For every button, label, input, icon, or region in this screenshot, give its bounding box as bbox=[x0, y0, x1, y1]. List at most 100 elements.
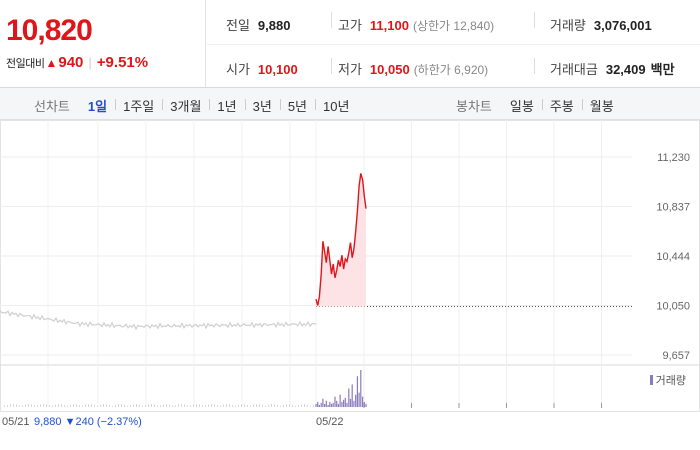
prev-close: 전일 9,880 bbox=[226, 18, 291, 33]
up-triangle-icon: ▲ bbox=[45, 55, 58, 70]
prev-volume-bar bbox=[118, 404, 119, 407]
volume-bar bbox=[317, 401, 319, 407]
volume-bar bbox=[325, 400, 327, 407]
prev-volume-bar bbox=[289, 404, 290, 407]
prev-volume-bar bbox=[40, 404, 41, 407]
prev-volume-bar bbox=[259, 404, 260, 407]
prev-volume-bar bbox=[151, 404, 152, 407]
prev-volume-bar bbox=[97, 405, 98, 407]
prev-volume-bar bbox=[46, 404, 47, 407]
prev-volume-bar bbox=[70, 404, 71, 407]
volume-legend-label: 거래량 bbox=[655, 375, 686, 387]
prev-volume-bar bbox=[43, 404, 44, 407]
volume-bar bbox=[365, 403, 367, 407]
prev-volume-bar bbox=[31, 404, 32, 407]
prev-volume-bar bbox=[241, 404, 242, 407]
prev-volume-bar bbox=[37, 405, 38, 407]
open-price: 시가 10,100 bbox=[226, 62, 298, 77]
tab-1d[interactable]: 1일 bbox=[87, 99, 108, 114]
row-divider bbox=[207, 44, 700, 45]
prev-volume-bar bbox=[244, 404, 245, 407]
prev-volume-bar bbox=[184, 404, 185, 407]
chart-tabs: 선차트 1일 1주일 3개월 1년 3년 5년 10년 봉차트 일봉 주봉 월봉 bbox=[0, 88, 700, 120]
prev-volume-bar bbox=[55, 404, 56, 407]
tab-3y[interactable]: 3년 bbox=[244, 96, 280, 115]
prev-volume-bar bbox=[205, 405, 206, 407]
candle-chart-tabs: 봉차트 일봉 주봉 월봉 bbox=[456, 96, 622, 115]
divider: | bbox=[88, 55, 92, 70]
prev-volume-bar bbox=[139, 404, 140, 407]
prev-volume-bar bbox=[163, 404, 164, 407]
prev-volume-bar bbox=[187, 405, 188, 407]
volume-bar bbox=[341, 401, 343, 407]
prev-volume-bar bbox=[73, 404, 74, 407]
prev-volume-bar bbox=[109, 404, 110, 407]
prev-volume-bar bbox=[82, 405, 83, 407]
quote-details: 전일 9,880 고가 11,100 (상한가 12,840) 거래량 3,07… bbox=[207, 0, 700, 88]
volume-legend: 거래량 bbox=[649, 372, 686, 388]
prev-volume-bar bbox=[286, 404, 287, 407]
volume-bar bbox=[329, 401, 331, 407]
quote-header: 10,820 전일대비 ▲ 940 | +9.51% 전일 9,880 고가 1… bbox=[0, 0, 700, 88]
prev-volume-bar bbox=[313, 405, 314, 407]
prev-volume-bar bbox=[91, 404, 92, 407]
prev-volume-bar bbox=[208, 404, 209, 407]
prev-volume-bar bbox=[7, 405, 8, 407]
prev-volume-bar bbox=[88, 404, 89, 407]
prev-volume-bar bbox=[13, 404, 14, 407]
prev-volume-bar bbox=[250, 405, 251, 407]
prev-volume-bar bbox=[304, 404, 305, 407]
prev-volume-bar bbox=[202, 405, 203, 407]
tab-1w[interactable]: 1주일 bbox=[115, 96, 162, 115]
prev-volume-bar bbox=[130, 405, 131, 407]
y-tick-label: 10,050 bbox=[656, 301, 690, 313]
prev-volume-bar bbox=[67, 405, 68, 407]
prev-volume-bar bbox=[157, 405, 158, 407]
divider bbox=[331, 12, 332, 28]
tab-weekly[interactable]: 주봉 bbox=[541, 96, 582, 115]
prev-volume-bar bbox=[79, 405, 80, 407]
prev-volume-bar bbox=[25, 404, 26, 407]
line-chart-tabs: 선차트 1일 1주일 3개월 1년 3년 5년 10년 bbox=[34, 96, 357, 115]
change-percent: +9.51% bbox=[96, 54, 149, 71]
prev-volume-bar bbox=[301, 404, 302, 407]
prev-volume-bar bbox=[214, 404, 215, 407]
tab-3m[interactable]: 3개월 bbox=[162, 96, 209, 115]
prev-volume-bar bbox=[154, 404, 155, 407]
tab-5y[interactable]: 5년 bbox=[279, 96, 315, 115]
chart-footer: 05/21 9,880 ▼240 (−2.37%) 05/22 bbox=[0, 412, 700, 432]
volume-bar bbox=[315, 403, 317, 407]
volume-bar bbox=[362, 396, 364, 407]
change-value: 940 bbox=[58, 54, 84, 71]
tab-10y[interactable]: 10년 bbox=[315, 96, 357, 115]
prev-volume-bar bbox=[19, 405, 20, 407]
price-area bbox=[316, 173, 366, 307]
prev-volume-bar bbox=[34, 405, 35, 407]
prev-volume-bar bbox=[277, 404, 278, 407]
prev-volume-bar bbox=[292, 404, 293, 407]
low-price: 저가 10,050 (하한가 6,920) bbox=[338, 62, 489, 77]
prev-volume-bar bbox=[76, 404, 77, 407]
y-tick-label: 10,444 bbox=[656, 251, 690, 263]
current-price: 10,820 bbox=[6, 14, 93, 47]
prev-volume-bar bbox=[61, 404, 62, 407]
volume-bar bbox=[358, 392, 360, 407]
prev-volume-bar bbox=[145, 405, 146, 407]
tab-monthly[interactable]: 월봉 bbox=[581, 96, 622, 115]
prev-volume-bar bbox=[52, 405, 53, 407]
prev-volume-bar bbox=[295, 405, 296, 407]
volume-bar bbox=[351, 384, 353, 407]
prev-volume-bar bbox=[193, 404, 194, 407]
prev-volume-bar bbox=[58, 404, 59, 407]
prev-day-date: 05/21 bbox=[2, 416, 30, 428]
tab-daily[interactable]: 일봉 bbox=[509, 99, 534, 114]
tab-1y[interactable]: 1년 bbox=[209, 96, 244, 115]
divider bbox=[534, 12, 535, 28]
line-chart-title: 선차트 bbox=[34, 99, 70, 114]
prev-day-line bbox=[0, 310, 317, 331]
divider bbox=[331, 58, 332, 74]
y-tick-label: 10,837 bbox=[656, 202, 690, 214]
prev-volume-bar bbox=[256, 404, 257, 407]
prev-volume-bar bbox=[265, 405, 266, 407]
prev-volume-bar bbox=[283, 404, 284, 407]
